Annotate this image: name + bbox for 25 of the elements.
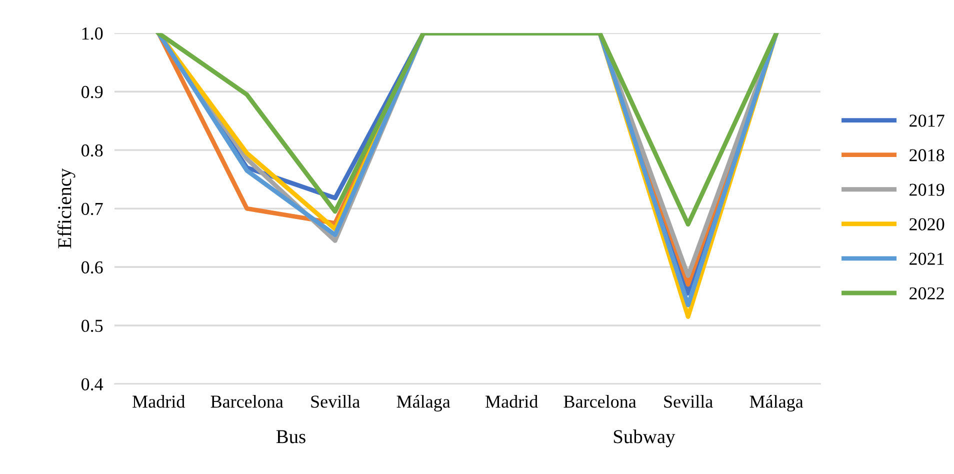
legend-label: 2022	[910, 287, 944, 300]
y-tick-label: 0.4	[81, 378, 104, 390]
legend-label: 2018	[910, 149, 944, 162]
y-tick-label: 0.7	[81, 202, 103, 216]
x-tick-label: Barcelona	[564, 395, 636, 408]
x-tick-label: Barcelona	[210, 395, 284, 408]
x-tick-label: Madrid	[132, 395, 185, 408]
y-tick-label: 1.0	[82, 27, 103, 40]
legend-label: 2021	[910, 252, 944, 265]
x-tick-label: Sevilla	[311, 395, 360, 408]
legend-label: 2017	[910, 114, 944, 127]
text: Subway	[614, 430, 676, 448]
y-tick-label: 0.9	[81, 86, 103, 98]
y-axis-title: Efficiency	[57, 168, 76, 248]
y-tick-label: 0.8	[81, 144, 103, 157]
x-tick-label: Málaga	[396, 395, 450, 412]
y-tick-label: 0.5	[81, 320, 103, 332]
x-tick-label: Madrid	[486, 395, 538, 408]
x-tick-label: Málaga	[750, 395, 804, 412]
legend-label: 2020	[910, 218, 944, 230]
x-tick-label: Sevilla	[664, 395, 713, 408]
text: Bus	[276, 430, 306, 444]
legend-label: 2019	[910, 184, 944, 196]
y-tick-label: 0.6	[81, 261, 103, 274]
line-series	[156, 33, 779, 227]
